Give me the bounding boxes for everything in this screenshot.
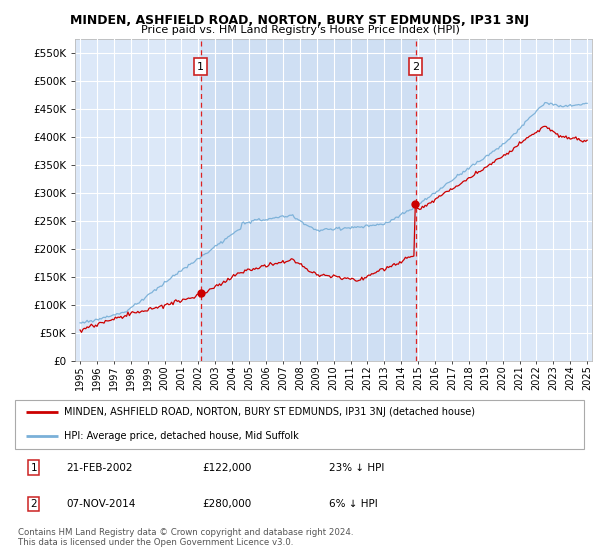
Text: 23% ↓ HPI: 23% ↓ HPI <box>329 463 384 473</box>
Text: Contains HM Land Registry data © Crown copyright and database right 2024.
This d: Contains HM Land Registry data © Crown c… <box>18 528 353 547</box>
Text: MINDEN, ASHFIELD ROAD, NORTON, BURY ST EDMUNDS, IP31 3NJ: MINDEN, ASHFIELD ROAD, NORTON, BURY ST E… <box>70 14 530 27</box>
Text: 21-FEB-2002: 21-FEB-2002 <box>67 463 133 473</box>
Text: HPI: Average price, detached house, Mid Suffolk: HPI: Average price, detached house, Mid … <box>64 431 299 441</box>
Text: 1: 1 <box>31 463 37 473</box>
Text: £122,000: £122,000 <box>202 463 251 473</box>
Text: 1: 1 <box>197 62 204 72</box>
Text: 07-NOV-2014: 07-NOV-2014 <box>67 499 136 509</box>
Text: 6% ↓ HPI: 6% ↓ HPI <box>329 499 377 509</box>
Text: 2: 2 <box>412 62 419 72</box>
Bar <box>200 39 416 361</box>
FancyBboxPatch shape <box>15 400 584 449</box>
Text: 2: 2 <box>31 499 37 509</box>
Text: £280,000: £280,000 <box>202 499 251 509</box>
Text: Price paid vs. HM Land Registry's House Price Index (HPI): Price paid vs. HM Land Registry's House … <box>140 25 460 35</box>
Text: MINDEN, ASHFIELD ROAD, NORTON, BURY ST EDMUNDS, IP31 3NJ (detached house): MINDEN, ASHFIELD ROAD, NORTON, BURY ST E… <box>64 407 475 417</box>
